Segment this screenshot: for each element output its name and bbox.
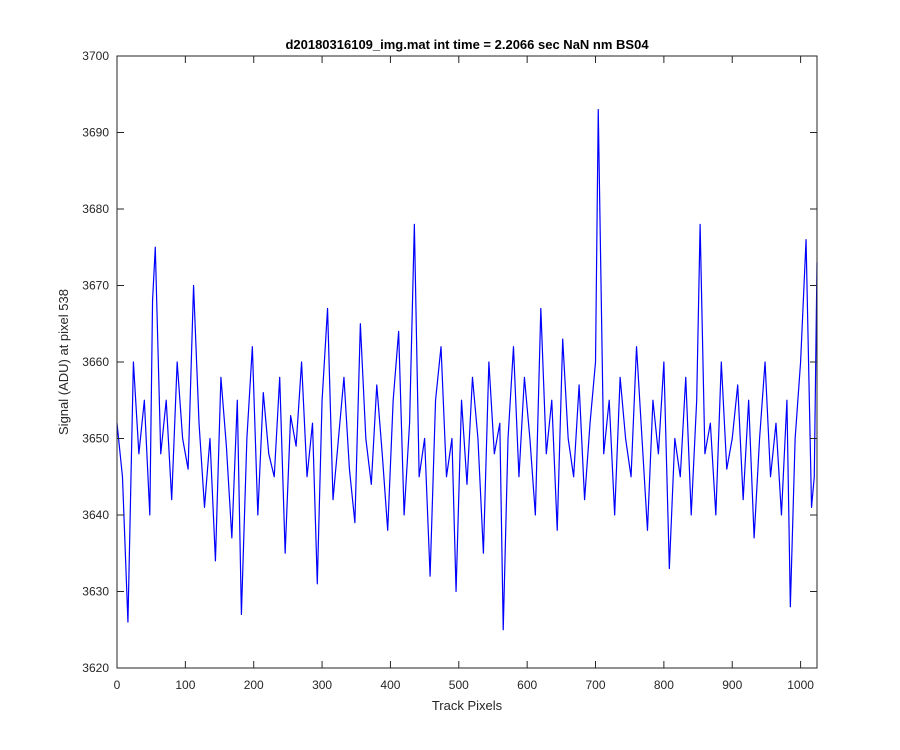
x-tick-label: 0	[114, 678, 121, 692]
data-layer	[116, 108, 818, 631]
y-axis-label: Signal (ADU) at pixel 538	[56, 289, 71, 435]
plot-area	[117, 56, 817, 668]
x-tick-label: 500	[449, 678, 469, 692]
y-tick-label: 3620	[82, 661, 109, 675]
x-tick-label: 200	[244, 678, 264, 692]
x-tick-label: 100	[175, 678, 195, 692]
y-tick-label: 3640	[82, 508, 109, 522]
y-tick-label: 3680	[82, 202, 109, 216]
y-tick-label: 3690	[82, 126, 109, 140]
y-tick-label: 3700	[82, 49, 109, 63]
chart-title: d20180316109_img.mat int time = 2.2066 s…	[285, 37, 649, 52]
tick-layer: 0 100 200 300 400 500 600 700 800 900 1000 3620 3630…	[82, 49, 817, 692]
y-tick-label: 3660	[82, 355, 109, 369]
x-axis-label: Track Pixels	[432, 698, 503, 713]
x-tick-label: 900	[722, 678, 742, 692]
x-tick-label: 1000	[787, 678, 814, 692]
y-tick-label: 3670	[82, 279, 109, 293]
x-tick-label: 600	[517, 678, 537, 692]
x-tick-label: 400	[380, 678, 400, 692]
x-tick-label: 300	[312, 678, 332, 692]
y-tick-label: 3650	[82, 432, 109, 446]
series-line-0	[116, 108, 818, 631]
x-tick-label: 700	[586, 678, 606, 692]
x-tick-label: 800	[654, 678, 674, 692]
y-tick-label: 3630	[82, 585, 109, 599]
